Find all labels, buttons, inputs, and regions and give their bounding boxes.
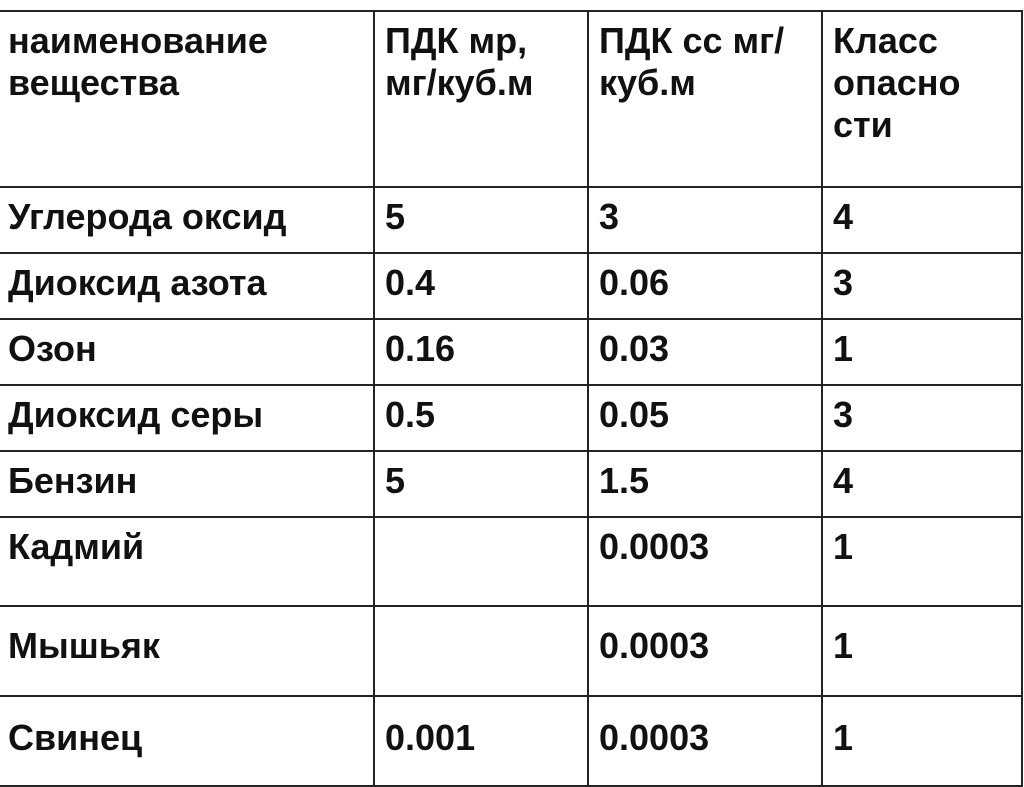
cell: 3 <box>821 384 1023 452</box>
cell: 3 <box>821 252 1023 320</box>
cell: Диоксид азота <box>0 252 375 320</box>
table-row: Озон 0.16 0.03 1 <box>0 318 1023 386</box>
cell: 4 <box>821 450 1023 518</box>
cell: 0.16 <box>373 318 589 386</box>
table-row: Свинец 0.001 0.0003 1 <box>0 695 1023 787</box>
cell: 0.03 <box>587 318 823 386</box>
cell: Углерода оксид <box>0 186 375 254</box>
table-row: Диоксид азота 0.4 0.06 3 <box>0 252 1023 320</box>
cell: 0.001 <box>373 695 589 787</box>
header-cell: ПДК мр, мг/куб.м <box>373 10 589 188</box>
cell: 1 <box>821 516 1023 607</box>
cell: 5 <box>373 186 589 254</box>
cell <box>373 605 589 697</box>
cell: 1 <box>821 605 1023 697</box>
cell: 0.0003 <box>587 605 823 697</box>
cell: 4 <box>821 186 1023 254</box>
cell: Бензин <box>0 450 375 518</box>
cell: 1 <box>821 318 1023 386</box>
cell: 5 <box>373 450 589 518</box>
table-row: Бензин 5 1.5 4 <box>0 450 1023 518</box>
cell: 0.4 <box>373 252 589 320</box>
cell: 0.0003 <box>587 695 823 787</box>
header-cell: Класс опасно сти <box>821 10 1023 188</box>
table-row: Кадмий 0.0003 1 <box>0 516 1023 607</box>
cell: Озон <box>0 318 375 386</box>
cell: 3 <box>587 186 823 254</box>
cell: Мышьяк <box>0 605 375 697</box>
table-row: Углерода оксид 5 3 4 <box>0 186 1023 254</box>
cell: 0.0003 <box>587 516 823 607</box>
cell: 1.5 <box>587 450 823 518</box>
cell: Свинец <box>0 695 375 787</box>
cell: 0.06 <box>587 252 823 320</box>
cell: Диоксид серы <box>0 384 375 452</box>
header-cell: ПДК сс мг/куб.м <box>587 10 823 188</box>
table-row: Диоксид серы 0.5 0.05 3 <box>0 384 1023 452</box>
cell <box>373 516 589 607</box>
cell: 1 <box>821 695 1023 787</box>
header-cell: наименование вещества <box>0 10 375 188</box>
table-row: Мышьяк 0.0003 1 <box>0 605 1023 697</box>
substance-limits-table: наименование вещества ПДК мр, мг/куб.м П… <box>0 10 1023 787</box>
cell: 0.05 <box>587 384 823 452</box>
cell: Кадмий <box>0 516 375 607</box>
header-row: наименование вещества ПДК мр, мг/куб.м П… <box>0 10 1023 188</box>
cell: 0.5 <box>373 384 589 452</box>
